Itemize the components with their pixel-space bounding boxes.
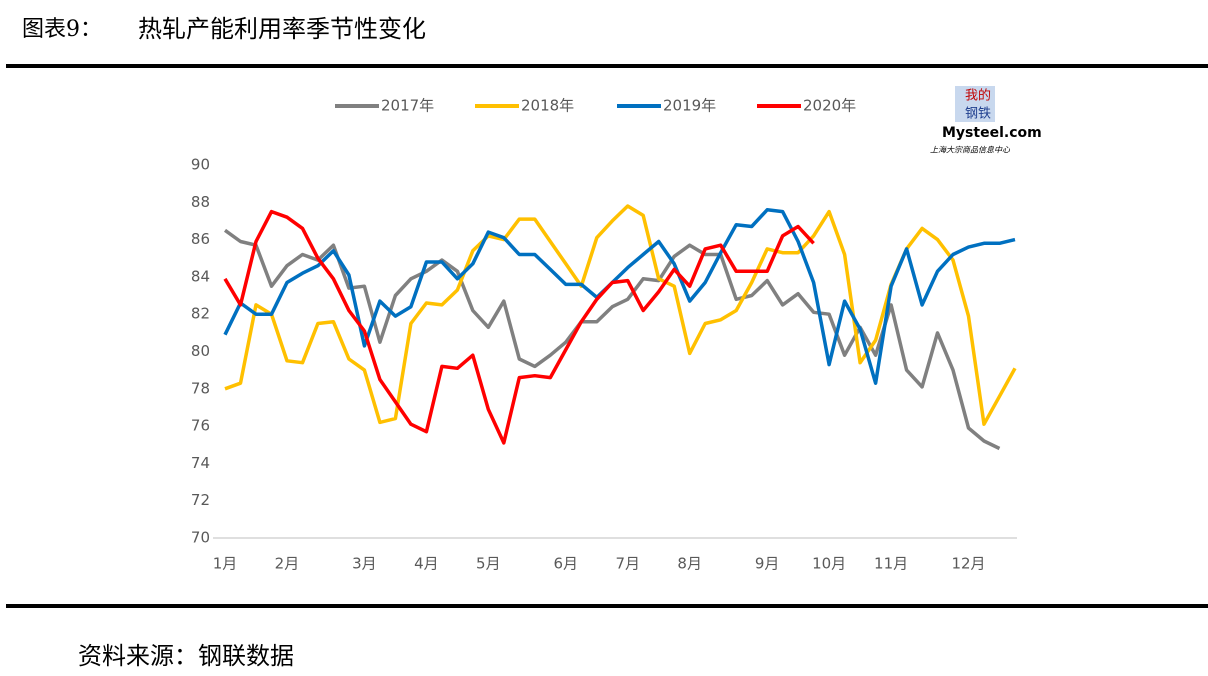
x-tick-label: 4月 [414,555,439,573]
series-line [223,209,815,445]
figure-number: 图表9： [22,17,102,42]
series-line [224,204,1017,426]
x-tick-label: 7月 [615,555,640,573]
x-tick-label: 2月 [275,555,300,573]
y-tick-label: 78 [191,379,210,397]
y-tick-label: 70 [191,529,210,547]
x-tick-label: 12月 [951,555,985,573]
bottom-rule [6,604,1208,608]
logo-middle: 钢铁 [965,107,991,122]
y-tick-label: 72 [191,491,210,509]
x-tick-label: 9月 [755,555,780,573]
logo-caption: 上海大宗商品信息中心 [930,146,1011,155]
x-tick-label: 10月 [812,555,846,573]
x-tick-label: 1月 [213,555,238,573]
legend-label: 2020年 [803,97,856,115]
series-line [223,208,1016,385]
top-rule [6,64,1208,68]
y-tick-label: 74 [191,454,210,472]
x-tick-label: 6月 [554,555,579,573]
y-tick-label: 80 [191,342,210,360]
title: 热轧产能利用率季节性变化 [138,15,426,43]
legend-label: 2017年 [381,97,434,115]
y-tick-label: 90 [191,156,210,174]
x-tick-label: 3月 [352,555,377,573]
y-tick-label: 88 [191,193,210,211]
y-tick-label: 82 [191,305,210,323]
logo-brand: Mysteel.com [942,125,1042,141]
x-tick-label: 11月 [874,555,908,573]
logo-box [955,86,995,122]
legend-label: 2019年 [663,97,716,115]
x-tick-label: 5月 [476,555,501,573]
source: 资料来源：钢联数据 [78,642,294,670]
y-tick-label: 76 [191,417,210,435]
legend-label: 2018年 [521,97,574,115]
logo-top: 我的 [965,88,991,104]
y-tick-label: 86 [191,230,210,248]
y-tick-label: 84 [191,267,210,285]
x-tick-label: 8月 [677,555,702,573]
